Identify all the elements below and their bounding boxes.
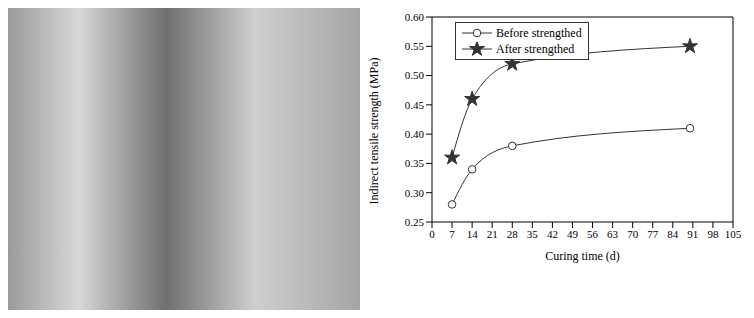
svg-text:0.50: 0.50 [405,69,425,81]
svg-text:0.25: 0.25 [405,216,425,228]
svg-text:Indirect tensile strength (MPa: Indirect tensile strength (MPa) [367,58,381,205]
svg-text:49: 49 [567,228,579,240]
svg-text:77: 77 [647,228,659,240]
svg-text:35: 35 [527,228,539,240]
html-text:Before strengthed: Before strengthed [496,26,582,40]
html-text:After strengthed: After strengthed [496,42,575,56]
svg-text:0.55: 0.55 [405,40,425,52]
svg-text:28: 28 [507,228,519,240]
svg-text:70: 70 [627,228,639,240]
svg-text:84: 84 [667,228,679,240]
svg-text:0.45: 0.45 [405,99,425,111]
svg-text:42: 42 [547,228,558,240]
svg-text:0.30: 0.30 [405,187,425,199]
svg-text:98: 98 [707,228,719,240]
svg-text:Curing time (d): Curing time (d) [545,249,620,263]
svg-text:0.60: 0.60 [405,11,425,23]
svg-text:0.40: 0.40 [405,128,425,140]
svg-text:105: 105 [725,228,742,240]
svg-text:63: 63 [607,228,619,240]
svg-text:14: 14 [467,228,479,240]
svg-text:21: 21 [487,228,498,240]
svg-text:0: 0 [429,228,435,240]
svg-text:0.35: 0.35 [405,157,425,169]
svg-text:56: 56 [587,228,599,240]
svg-text:7: 7 [449,228,455,240]
svg-text:91: 91 [687,228,698,240]
